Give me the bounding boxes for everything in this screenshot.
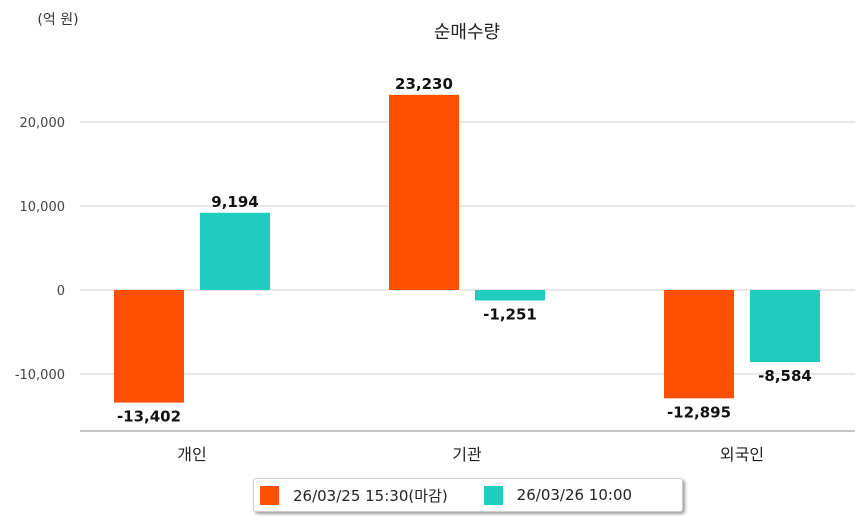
data-label: -1,251	[483, 306, 537, 324]
chart-title: 순매수량	[434, 22, 500, 43]
bar[interactable]	[475, 290, 545, 301]
legend-swatch	[483, 485, 503, 505]
y-tick-label: 20,000	[20, 116, 66, 131]
y-tick-label: -10,000	[15, 368, 65, 383]
x-category-label: 기관	[452, 445, 482, 464]
legend-item-current[interactable]: 26/03/26 10:00	[483, 485, 633, 505]
bar[interactable]	[664, 290, 734, 399]
legend-label: 26/03/25 15:30(마감)	[293, 486, 448, 505]
x-category-label: 개인	[177, 445, 206, 464]
legend: 26/03/25 15:30(마감) 26/03/26 10:00	[253, 478, 683, 512]
legend-label: 26/03/26 10:00	[516, 486, 633, 504]
data-label: -8,584	[758, 367, 812, 385]
y-tick-label: 10,000	[20, 200, 66, 215]
legend-item-closing[interactable]: 26/03/25 15:30(마감)	[260, 485, 448, 506]
x-category-label: 외국인	[720, 445, 764, 464]
bar[interactable]	[200, 212, 270, 290]
data-label: -13,402	[117, 408, 181, 426]
bar[interactable]	[114, 290, 184, 403]
data-label: -12,895	[667, 403, 731, 421]
y-tick-label: 0	[57, 284, 65, 299]
bar[interactable]	[389, 94, 459, 290]
data-label: 23,230	[395, 75, 453, 93]
data-label: 9,194	[211, 193, 258, 211]
legend-swatch	[260, 485, 279, 505]
unit-label: (억 원)	[37, 12, 78, 28]
bar[interactable]	[750, 290, 820, 363]
